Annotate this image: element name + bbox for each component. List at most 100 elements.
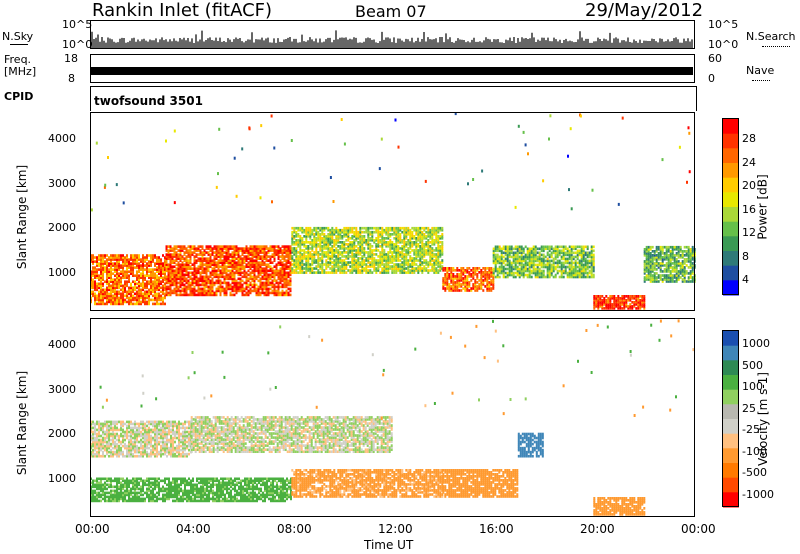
heat-cell: [183, 267, 186, 271]
heat-cell: [437, 245, 440, 248]
heat-cell: [460, 275, 463, 278]
heat-cell: [586, 275, 589, 279]
heat-cell: [367, 233, 370, 236]
heat-cell: [110, 266, 112, 269]
heat-cell: [411, 226, 414, 230]
heat-cell: [427, 235, 430, 238]
heat-cell: [554, 245, 557, 249]
heat-cell: [361, 271, 364, 274]
heat-cell: [339, 245, 342, 248]
heat-cell: [669, 260, 672, 263]
heat-cell: [279, 247, 282, 250]
heat-cell: [249, 251, 252, 254]
heat-cell: [94, 452, 96, 456]
heat-cell: [329, 228, 332, 232]
heat-cell: [281, 277, 284, 281]
heat-cell: [126, 282, 128, 286]
heat-cell: [421, 237, 424, 240]
heat-cell: [454, 281, 457, 284]
heat-cell: [243, 257, 246, 261]
heat-cell: [167, 285, 170, 289]
heat-cell: [98, 450, 100, 454]
heat-cell: [504, 271, 507, 275]
heat-cell: [433, 230, 436, 234]
heat-cell: [313, 239, 316, 242]
heat-cell: [245, 271, 248, 275]
heat-cell: [217, 249, 220, 252]
heat-cell: [335, 263, 338, 266]
heat-cell: [273, 279, 276, 283]
heat-cell: [450, 275, 453, 278]
heat-cell: [456, 277, 459, 280]
heat-cell: [259, 283, 262, 287]
heat-cell: [623, 305, 626, 308]
heat-cell: [279, 271, 282, 275]
heat-cell: [637, 295, 640, 298]
heat-cell: [281, 261, 284, 265]
heat-cell: [403, 253, 406, 256]
heat-cell: [494, 261, 497, 265]
heat-cell: [152, 258, 154, 261]
heat-cell: [484, 269, 487, 272]
heat-cell: [265, 289, 268, 293]
heat-cell: [425, 261, 428, 264]
heat-cell: [576, 271, 579, 275]
heat-cell: [100, 298, 102, 302]
heat-cell: [492, 273, 495, 277]
heat-cell: [305, 230, 308, 234]
heat-cell: [287, 287, 290, 291]
heat-cell: [582, 249, 585, 253]
heat-cell: [134, 302, 136, 306]
heat-cell: [399, 263, 402, 266]
heat-cell: [359, 269, 362, 272]
heat-cell: [643, 272, 646, 275]
heat-cell: [435, 271, 438, 274]
heat-cell: [271, 289, 274, 293]
heat-cell: [247, 277, 250, 281]
heat-cell: [566, 249, 569, 253]
heat-cell: [578, 269, 581, 273]
heat-cell: [359, 261, 362, 264]
heat-cell: [110, 280, 112, 284]
heat-cell: [492, 251, 495, 255]
heat-cell: [403, 228, 406, 232]
heat-cell: [399, 226, 402, 230]
heat-cell: [281, 279, 284, 283]
heat-cell: [435, 241, 438, 244]
heat-cell: [92, 286, 94, 290]
heat-cell: [506, 271, 509, 275]
heat-cell: [215, 261, 218, 265]
heat-cell: [164, 294, 166, 298]
heat-cell: [415, 239, 418, 242]
heat-cell: [122, 258, 124, 261]
heat-cell: [647, 254, 650, 257]
heat-cell: [219, 245, 222, 248]
heat-cell: [96, 302, 98, 306]
heat-cell: [669, 256, 672, 259]
heat-cell: [450, 279, 453, 282]
heat-cell: [265, 279, 268, 283]
heat-cell: [162, 276, 164, 280]
heat-cell: [615, 297, 618, 300]
heat-cell: [130, 294, 132, 298]
heat-cell: [307, 226, 310, 230]
heat-cell: [429, 263, 432, 266]
heat-cell: [462, 283, 465, 286]
heat-cell: [235, 249, 238, 252]
heat-cell: [281, 269, 284, 273]
heat-cell: [169, 263, 172, 267]
heat-cell: [504, 247, 507, 251]
heat-cell: [576, 269, 579, 273]
heat-cell: [203, 275, 206, 279]
heat-cell: [367, 257, 370, 260]
heat-cell: [146, 284, 148, 288]
heat-cell: [637, 305, 640, 308]
heat-cell: [239, 261, 242, 265]
heat-cell: [162, 298, 164, 302]
heat-cell: [653, 256, 656, 259]
heat-cell: [331, 235, 334, 238]
heat-cell: [269, 291, 272, 295]
heat-cell: [211, 253, 214, 256]
heat-cell: [391, 228, 394, 232]
heat-cell: [671, 266, 674, 269]
